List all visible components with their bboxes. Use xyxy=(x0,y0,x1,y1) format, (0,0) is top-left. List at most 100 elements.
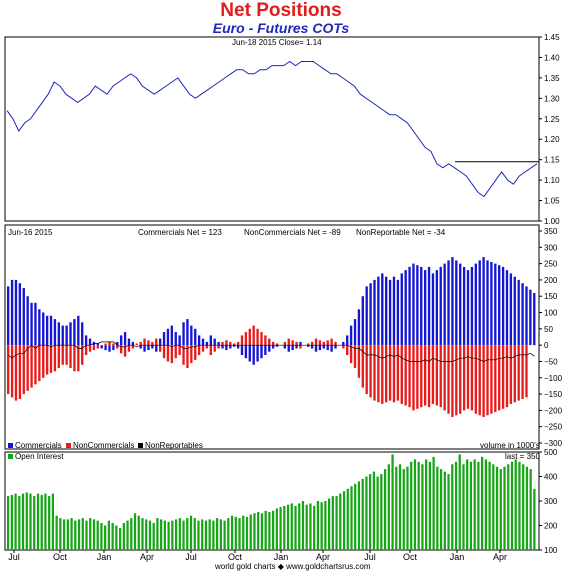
oi-last-label: last = 350 xyxy=(505,452,540,461)
commercials-bar xyxy=(322,345,325,349)
open-interest-bar xyxy=(223,520,226,550)
commercials-bar xyxy=(30,302,33,346)
noncommercials-bar xyxy=(385,345,388,403)
open-interest-bar xyxy=(107,520,111,550)
open-interest-bar xyxy=(21,493,25,550)
commercials-bar xyxy=(427,266,431,346)
noncommercials-bar xyxy=(431,345,435,404)
chart-subtitle: Euro - Futures COTs xyxy=(212,20,350,36)
open-interest-bar xyxy=(208,519,211,550)
open-interest-bar xyxy=(253,513,256,551)
noncommercials-bar xyxy=(443,345,446,411)
open-interest-bar xyxy=(514,459,517,550)
commercials-bar xyxy=(307,345,310,347)
price-y-tick-label: 1.20 xyxy=(544,135,560,144)
noncommercials-bar xyxy=(314,338,318,346)
commercials-bar xyxy=(213,338,216,346)
noncommercials-bar xyxy=(517,345,520,401)
noncommercials-bar xyxy=(96,345,99,349)
commercials-bar xyxy=(151,345,154,349)
commercials-bar xyxy=(155,345,158,352)
noncommercials-bar xyxy=(435,345,439,406)
noncommercials-bar xyxy=(501,345,505,409)
open-interest-bar xyxy=(428,461,431,550)
noncommercials-bar xyxy=(377,345,380,403)
open-interest-bar xyxy=(115,525,118,550)
net-y-tick-label: −100 xyxy=(544,374,562,383)
open-interest-bar xyxy=(533,488,536,551)
commercials-bar xyxy=(501,266,505,346)
noncommercials-bar xyxy=(182,345,185,365)
open-interest-bar xyxy=(372,471,376,550)
commercials-bar xyxy=(431,273,435,346)
noncommercials-bar xyxy=(404,345,407,406)
open-interest-bar xyxy=(189,515,193,550)
open-interest-bar xyxy=(305,504,308,550)
open-interest-bar xyxy=(18,496,21,550)
noncommercials-bar xyxy=(143,338,146,346)
noncommercials-bar xyxy=(131,345,135,349)
units-note: volume in 1000's xyxy=(480,441,540,450)
open-interest-bar xyxy=(130,518,133,550)
commercials-bar xyxy=(69,322,72,346)
commercials-bar xyxy=(494,263,497,346)
noncommercials-bar xyxy=(166,345,170,362)
open-interest-bar xyxy=(495,466,499,550)
open-interest-bar xyxy=(234,516,237,550)
open-interest-bar xyxy=(350,486,353,550)
open-interest-bar xyxy=(156,518,159,550)
noncommercials-bar xyxy=(509,345,513,404)
noncommercials-bar xyxy=(108,341,111,346)
open-interest-bar xyxy=(74,520,77,550)
open-interest-bar xyxy=(212,520,215,550)
noncommercials-bar xyxy=(310,341,314,346)
open-interest-bar xyxy=(354,483,357,550)
oi-y-tick-label: 500 xyxy=(544,448,558,457)
open-interest-bar xyxy=(395,466,398,550)
commercials-bar xyxy=(84,335,88,346)
noncommercials-bar xyxy=(260,332,263,346)
open-interest-bar xyxy=(458,454,461,550)
open-interest-bar xyxy=(104,525,107,550)
commercials-bar xyxy=(509,273,513,346)
noncommercials-bar xyxy=(334,341,337,346)
commercials-bar xyxy=(34,302,37,346)
commercials-bar xyxy=(127,338,131,346)
open-interest-bar xyxy=(492,464,495,551)
noncommercials-bar xyxy=(30,345,33,388)
open-interest-bar xyxy=(301,501,305,550)
net-y-tick-label: −250 xyxy=(544,423,562,432)
open-interest-bar xyxy=(503,466,506,550)
open-interest-bar xyxy=(316,501,320,550)
legend-nonreportables-label: NonReportables xyxy=(145,441,203,450)
open-interest-bar xyxy=(518,461,521,550)
open-interest-bar xyxy=(201,519,204,550)
commercials-bar xyxy=(233,345,236,347)
noncommercials-bar xyxy=(427,345,431,408)
open-interest-bar xyxy=(249,514,252,550)
x-tick-label: Apr xyxy=(316,552,330,562)
noncommercials-bar xyxy=(158,345,162,352)
noncommercials-bar xyxy=(14,345,18,401)
commercials-bar xyxy=(443,263,446,346)
open-interest-bar xyxy=(473,459,476,550)
commercials-bar xyxy=(57,322,60,346)
noncommercials-bar xyxy=(73,345,76,372)
noncommercials-bar xyxy=(213,345,216,352)
commercials-bar xyxy=(381,273,384,346)
commercials-bar xyxy=(455,260,458,346)
commercials-bar xyxy=(357,309,361,346)
commercials-bar xyxy=(225,345,228,351)
commercials-bar xyxy=(120,335,123,346)
open-interest-bar xyxy=(264,510,267,550)
commercials-bar xyxy=(244,345,248,359)
noncommercials-bar xyxy=(84,345,88,355)
open-interest-bar xyxy=(96,520,99,550)
commercials-bar xyxy=(53,319,57,346)
noncommercials-bar xyxy=(225,340,228,346)
noncommercials-bar xyxy=(120,345,123,354)
open-interest-bar xyxy=(365,476,368,550)
open-interest-bar xyxy=(141,518,144,550)
open-interest-bar xyxy=(421,464,424,551)
open-interest-bar xyxy=(361,478,364,550)
